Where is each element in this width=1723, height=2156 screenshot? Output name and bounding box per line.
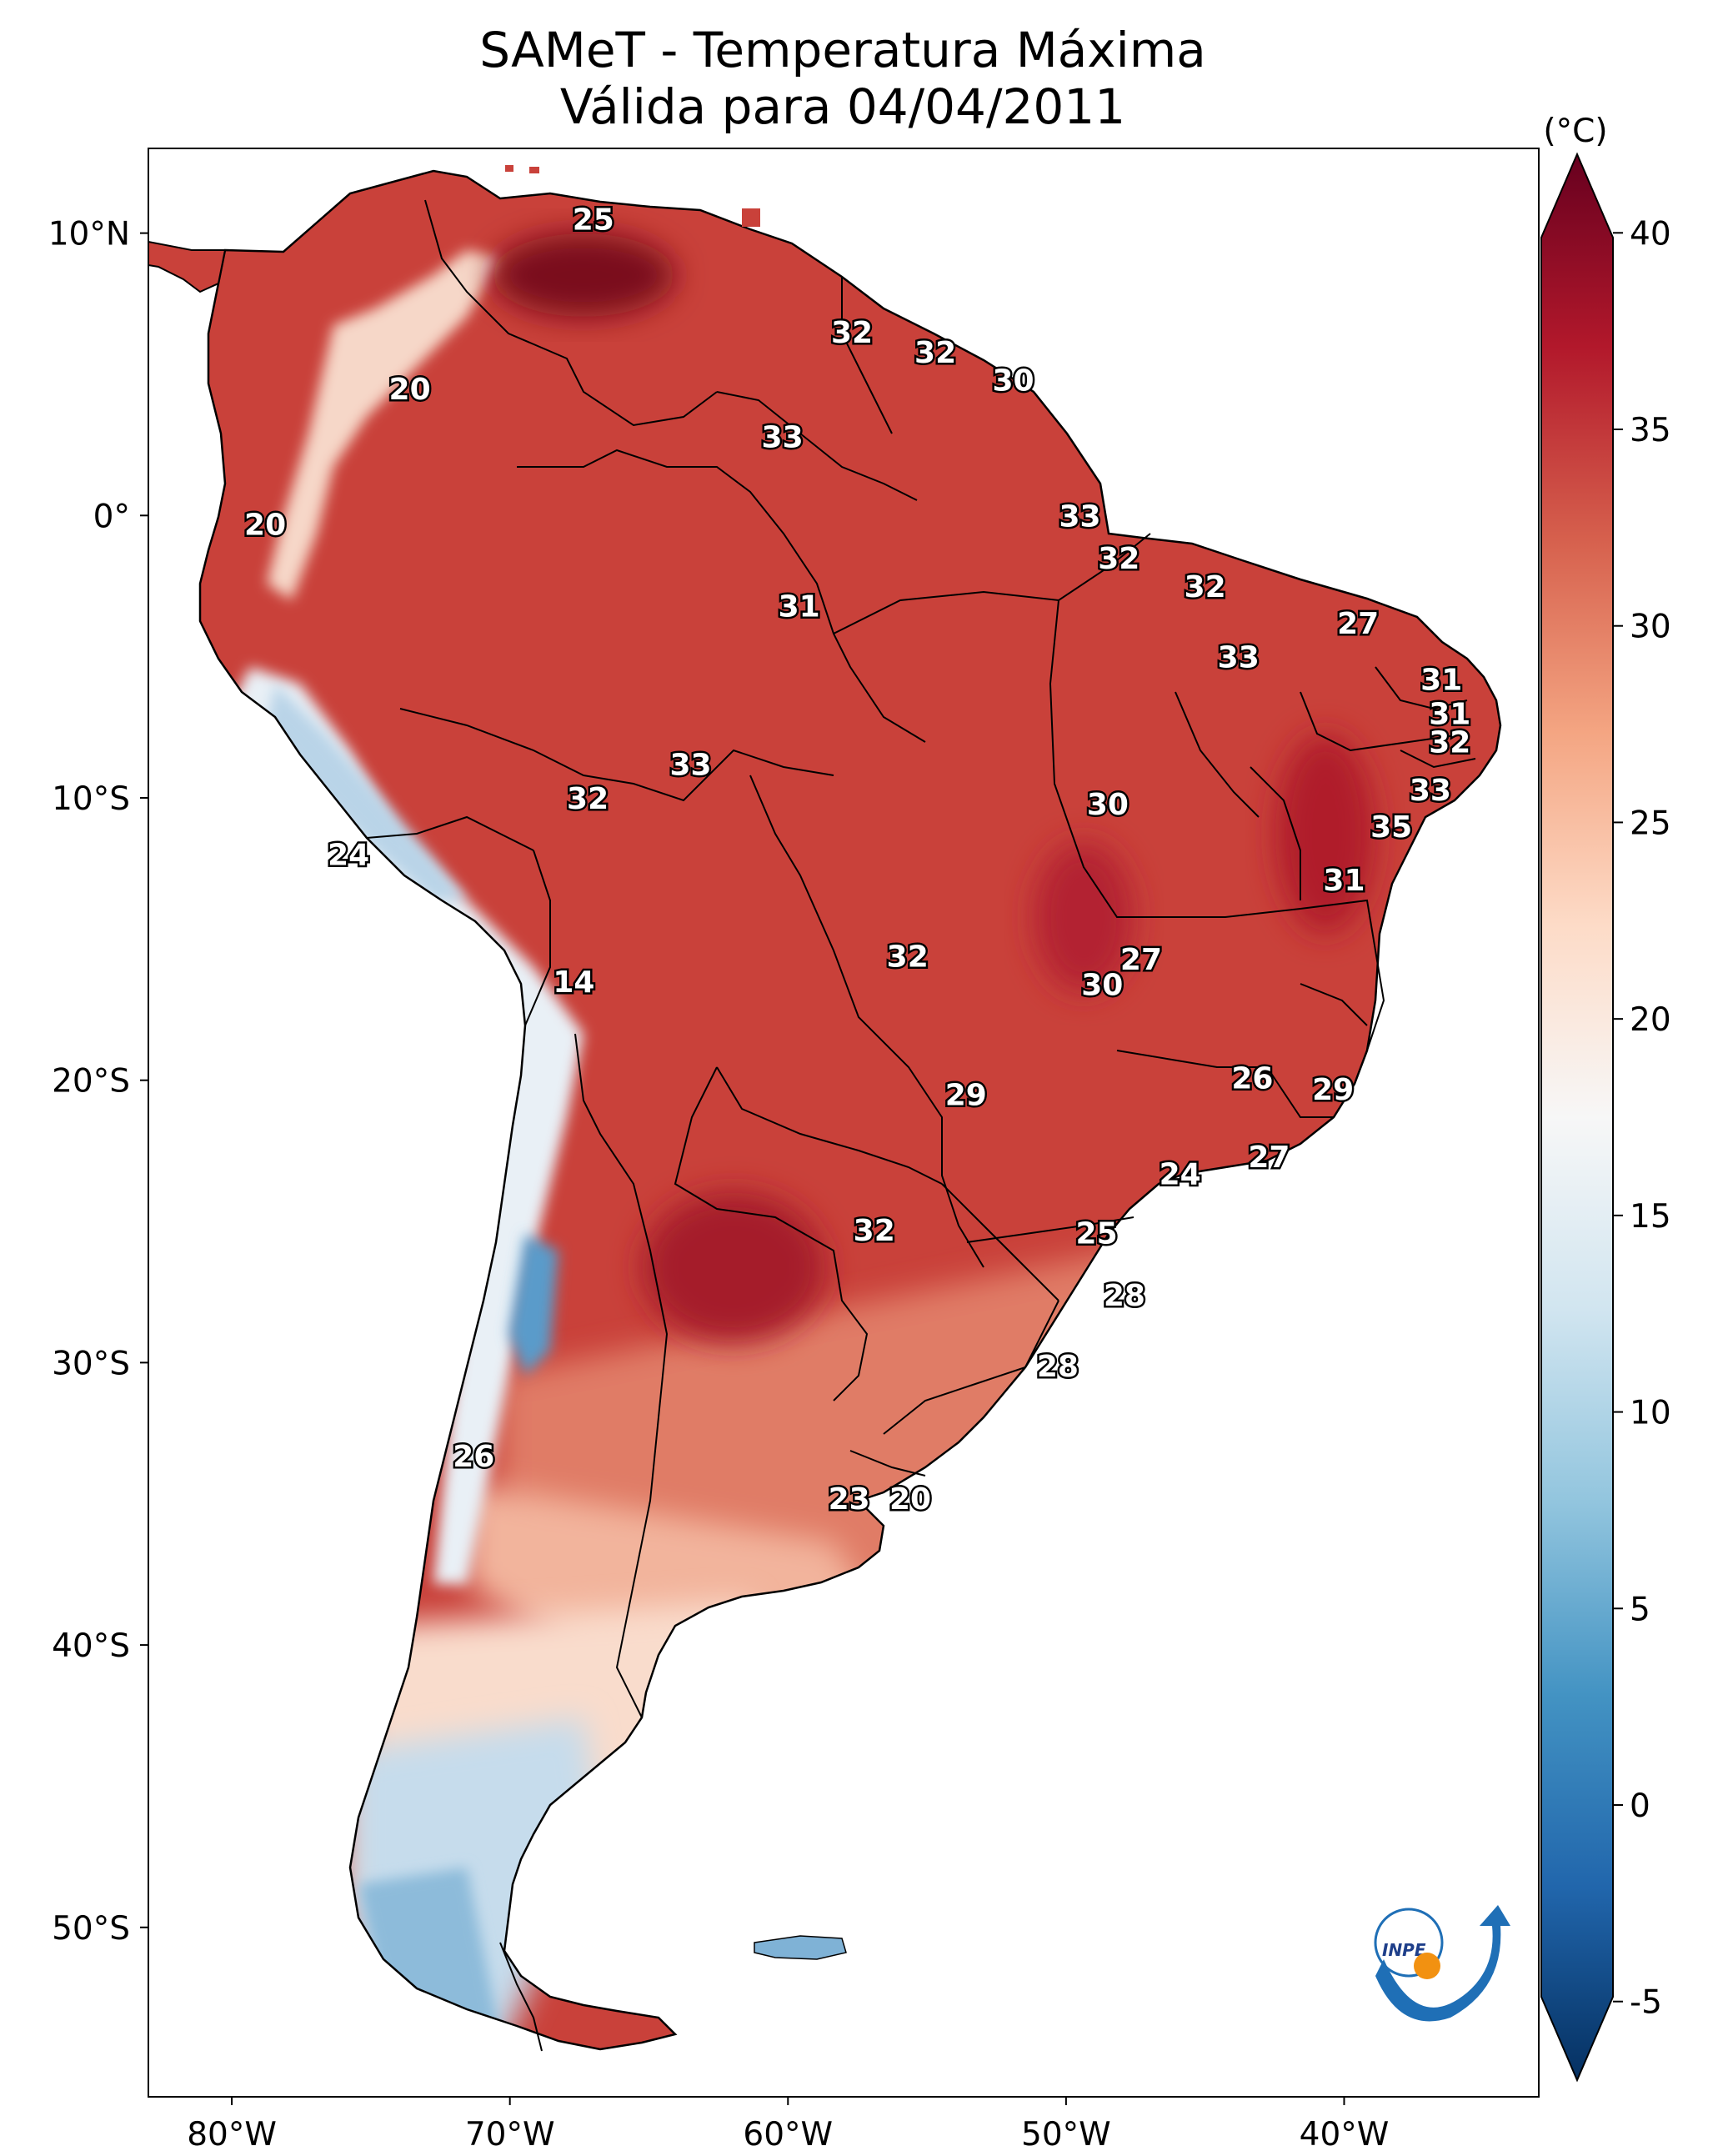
temperature-label: 20 bbox=[244, 508, 286, 542]
colorbar-tick-label: 10 bbox=[1630, 1395, 1671, 1432]
colorbar-body bbox=[1540, 152, 1614, 2083]
temperature-label: 33 bbox=[1410, 774, 1451, 808]
colorbar-tick-label: 30 bbox=[1630, 609, 1671, 646]
temperature-label: 24 bbox=[328, 839, 369, 873]
longitude-tick-label: 70°W bbox=[465, 2116, 555, 2153]
temperature-label: 32 bbox=[567, 782, 609, 816]
temperature-label: 27 bbox=[1248, 1141, 1290, 1175]
temperature-label: 24 bbox=[1160, 1157, 1201, 1191]
logo-orbit-icon bbox=[1374, 1908, 1444, 1978]
temperature-label: 30 bbox=[992, 364, 1034, 399]
temperature-label: 26 bbox=[453, 1440, 494, 1474]
temperature-label: 32 bbox=[914, 336, 956, 370]
temperature-label: 32 bbox=[1185, 570, 1226, 604]
temperature-label: 25 bbox=[1076, 1217, 1118, 1251]
latitude-tick-label: 40°S bbox=[52, 1627, 130, 1665]
temperature-label: 29 bbox=[945, 1079, 987, 1113]
temperature-label: 32 bbox=[854, 1214, 895, 1248]
temperature-label: 35 bbox=[1370, 810, 1412, 845]
temperature-label: 20 bbox=[889, 1482, 931, 1517]
caribbean-island bbox=[505, 165, 513, 172]
latitude-tick-label: 50°S bbox=[52, 1910, 130, 1948]
inpe-logo: INPE bbox=[1374, 1905, 1510, 2022]
temperature-label: 20 bbox=[389, 373, 431, 407]
colorbar-tick-label: 20 bbox=[1630, 1001, 1671, 1039]
latitude-axis: 10°N 0° 10°S 20°S 30°S 40°S 50°S bbox=[48, 216, 148, 1948]
colorbar-tick-label: 35 bbox=[1630, 412, 1671, 449]
colorbar: (°C) 40 35 30 25 20 15 10 5 0 -5 bbox=[1540, 113, 1671, 2083]
temperature-label: 33 bbox=[1218, 641, 1260, 675]
temperature-label: 32 bbox=[1098, 542, 1139, 576]
temperature-label: 33 bbox=[762, 420, 804, 454]
temperature-label: 28 bbox=[1104, 1279, 1145, 1313]
latitude-tick-label: 30°S bbox=[52, 1345, 130, 1382]
title-line-1: SAMeT - Temperatura Máxima bbox=[479, 22, 1206, 78]
temperature-label: 26 bbox=[1231, 1061, 1273, 1096]
title-line-2: Válida para 04/04/2011 bbox=[560, 78, 1125, 135]
colorbar-tick-label: 15 bbox=[1630, 1198, 1671, 1236]
temperature-label: 33 bbox=[669, 748, 711, 782]
central-america bbox=[148, 240, 227, 293]
temperature-label: 33 bbox=[1059, 499, 1101, 534]
temperature-label: 31 bbox=[1420, 664, 1462, 698]
temperature-label: 31 bbox=[1323, 864, 1365, 898]
longitude-tick-label: 60°W bbox=[743, 2116, 833, 2153]
colorbar-tick-label: 25 bbox=[1630, 805, 1671, 842]
map-frame bbox=[148, 148, 1540, 2098]
coastline bbox=[198, 169, 1502, 2051]
latitude-tick-label: 10°S bbox=[52, 780, 130, 818]
caribbean-island bbox=[529, 167, 539, 173]
temperature-label: 32 bbox=[1429, 725, 1470, 760]
temperature-label: 23 bbox=[829, 1482, 870, 1517]
colorbar-tick-label: -5 bbox=[1630, 1984, 1662, 2022]
colorbar-tick-label: 5 bbox=[1630, 1591, 1650, 1628]
latitude-tick-label: 20°S bbox=[52, 1063, 130, 1101]
temperature-label: 32 bbox=[831, 316, 873, 350]
longitude-tick-label: 40°W bbox=[1300, 2116, 1390, 2153]
longitude-axis: 80°W 70°W 60°W 50°W 40°W bbox=[187, 2097, 1389, 2153]
falkland-islands bbox=[754, 1935, 847, 1960]
temperature-label: 25 bbox=[573, 203, 614, 238]
colorbar-unit: (°C) bbox=[1543, 113, 1607, 150]
temperature-label: 30 bbox=[1087, 788, 1129, 822]
boundary-lines bbox=[366, 199, 1476, 2052]
colorbar-ticks: 40 35 30 25 20 15 10 5 0 -5 bbox=[1613, 215, 1671, 2022]
temperature-label: 30 bbox=[1081, 969, 1123, 1003]
temperature-label: 27 bbox=[1120, 943, 1162, 977]
temperature-label: 31 bbox=[779, 590, 820, 624]
temperature-label: 27 bbox=[1337, 607, 1379, 641]
logo-swoosh-icon bbox=[1375, 1905, 1510, 2022]
latitude-tick-label: 0° bbox=[93, 498, 130, 535]
colorbar-tick-label: 40 bbox=[1630, 215, 1671, 253]
colorbar-tick-label: 0 bbox=[1630, 1787, 1650, 1825]
temperature-label: 29 bbox=[1312, 1073, 1354, 1107]
temperature-label: 28 bbox=[1037, 1350, 1079, 1384]
temperature-label: 32 bbox=[887, 940, 929, 975]
latitude-tick-label: 10°N bbox=[48, 216, 130, 253]
longitude-tick-label: 80°W bbox=[187, 2116, 277, 2153]
logo-sun-icon bbox=[1414, 1953, 1440, 1979]
temperature-label: 31 bbox=[1429, 697, 1470, 731]
longitude-tick-label: 50°W bbox=[1021, 2116, 1111, 2153]
caribbean-island bbox=[742, 208, 760, 227]
temperature-label: 14 bbox=[553, 965, 594, 1000]
